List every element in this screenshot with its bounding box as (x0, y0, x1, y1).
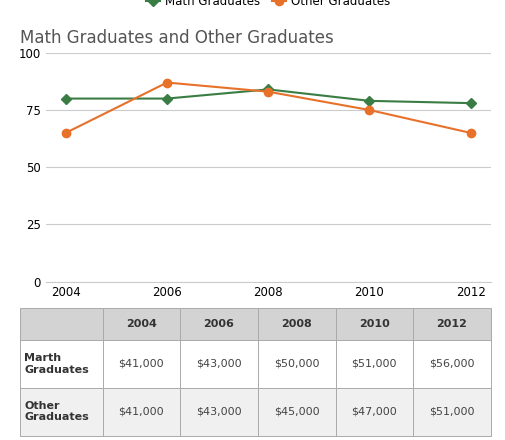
Text: Marth
Graduates: Marth Graduates (24, 353, 89, 374)
Text: 2004: 2004 (126, 319, 157, 329)
Text: 2006: 2006 (203, 319, 234, 329)
Text: $41,000: $41,000 (118, 407, 164, 417)
Text: $51,000: $51,000 (428, 407, 474, 417)
Text: $45,000: $45,000 (273, 407, 319, 417)
Text: $43,000: $43,000 (196, 359, 241, 369)
Legend: Math Graduates, Other Graduates: Math Graduates, Other Graduates (141, 0, 394, 12)
Text: Other
Graduates: Other Graduates (24, 401, 89, 422)
Text: $41,000: $41,000 (118, 359, 164, 369)
Text: Math Graduates and Other Graduates: Math Graduates and Other Graduates (20, 29, 333, 47)
Text: 2010: 2010 (358, 319, 389, 329)
Text: $51,000: $51,000 (351, 359, 396, 369)
Text: $43,000: $43,000 (196, 407, 241, 417)
Text: $50,000: $50,000 (273, 359, 319, 369)
Text: 2012: 2012 (436, 319, 467, 329)
Text: $47,000: $47,000 (351, 407, 396, 417)
Text: $56,000: $56,000 (428, 359, 474, 369)
Text: 2008: 2008 (281, 319, 312, 329)
